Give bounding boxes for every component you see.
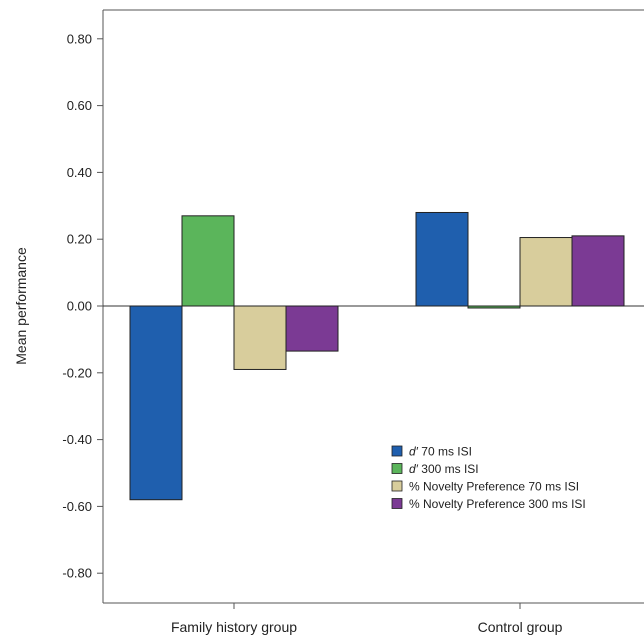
y-axis-title: Mean performance [13, 247, 29, 365]
bars [129, 211, 625, 501]
legend-swatch [391, 480, 403, 492]
y-axis: 0.80 0.60 0.40 0.20 0.00 -0.20 -0.40 -0.60 -0.80 [62, 31, 103, 581]
bar-control-series-3 [519, 237, 573, 307]
y-tick-label: -0.20 [62, 365, 92, 380]
legend-label: d′ 300 ms ISI [409, 462, 479, 476]
y-tick-label: -0.80 [62, 566, 92, 581]
legend-label: % Novelty Preference 70 ms ISI [409, 480, 579, 494]
y-tick-label: 0.00 [67, 299, 92, 314]
bar-family-history-series-2 [181, 215, 235, 307]
x-category-label: Control group [478, 619, 563, 635]
legend-swatch [391, 445, 403, 457]
legend: d′ 70 ms ISI d′ 300 ms ISI % Novelty Prefe… [391, 445, 586, 511]
x-category-label: Family history group [171, 619, 297, 635]
bar-control-series-1 [415, 211, 469, 307]
legend-label: d′ 70 ms ISI [409, 445, 472, 459]
bar-family-history-series-3 [233, 305, 287, 370]
legend-swatch [391, 498, 403, 509]
bar-control-series-4 [571, 235, 625, 307]
y-tick-label: 0.60 [67, 98, 92, 113]
legend-label: % Novelty Preference 300 ms ISI [409, 497, 586, 511]
y-tick-label: 0.20 [67, 232, 92, 247]
x-axis: Family history group Control group [171, 603, 563, 635]
bar-family-history-series-1 [129, 305, 183, 501]
y-tick-label: 0.40 [67, 165, 92, 180]
bar-control-series-2 [467, 305, 521, 309]
bar-family-history-series-4 [285, 305, 339, 352]
y-tick-label: 0.80 [67, 31, 92, 46]
y-tick-label: -0.60 [62, 499, 92, 514]
legend-swatch [391, 463, 403, 474]
y-tick-label: -0.40 [62, 432, 92, 447]
